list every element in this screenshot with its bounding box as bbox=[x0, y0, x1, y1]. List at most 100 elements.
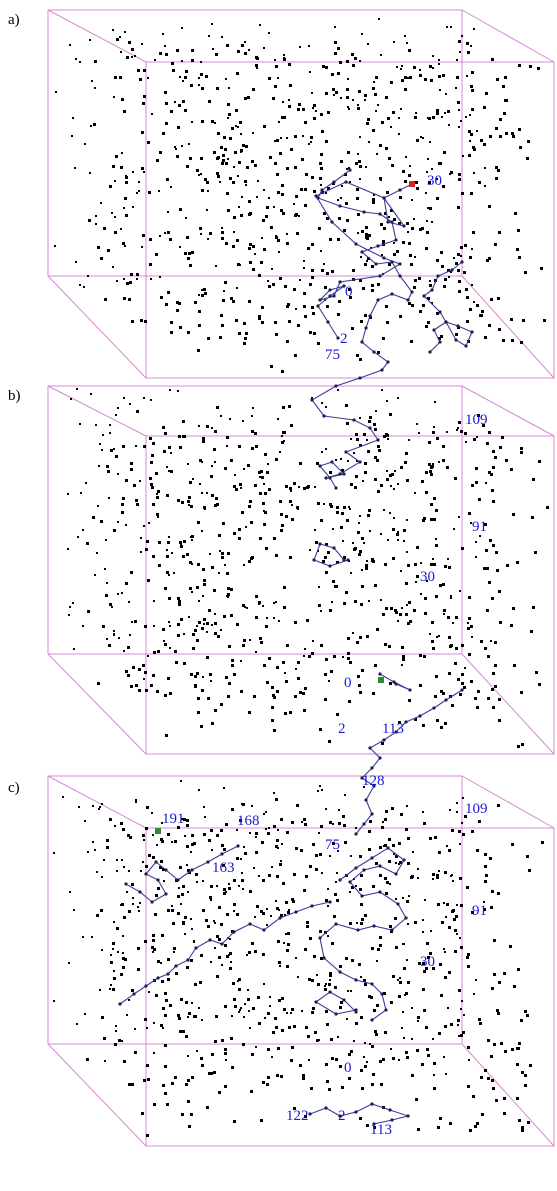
lattice-dot bbox=[271, 866, 273, 868]
lattice-dot bbox=[419, 74, 422, 77]
walk-node bbox=[174, 964, 178, 968]
lattice-dot bbox=[485, 92, 488, 95]
lattice-dot bbox=[432, 463, 434, 465]
lattice-dot bbox=[222, 154, 225, 157]
lattice-dot bbox=[228, 645, 231, 648]
lattice-dot bbox=[79, 61, 81, 63]
lattice-dot bbox=[494, 641, 497, 644]
lattice-dot bbox=[126, 1014, 128, 1016]
lattice-dot bbox=[364, 94, 367, 97]
lattice-dot bbox=[284, 712, 287, 715]
lattice-dot bbox=[249, 639, 251, 641]
lattice-dot bbox=[372, 1073, 375, 1076]
lattice-dot bbox=[384, 212, 387, 215]
lattice-dot bbox=[407, 77, 409, 79]
lattice-dot bbox=[120, 973, 123, 976]
lattice-dot bbox=[425, 967, 428, 970]
lattice-dot bbox=[414, 279, 417, 282]
lattice-dot bbox=[299, 279, 301, 281]
lattice-dot bbox=[303, 260, 305, 262]
lattice-dot bbox=[276, 875, 279, 878]
lattice-dot bbox=[178, 104, 181, 107]
lattice-dot bbox=[304, 1115, 307, 1118]
lattice-dot bbox=[297, 324, 300, 327]
node-label: 2 bbox=[338, 1108, 346, 1124]
lattice-dot bbox=[144, 320, 147, 323]
lattice-dot bbox=[179, 326, 182, 329]
lattice-dot bbox=[168, 621, 170, 623]
lattice-dot bbox=[357, 675, 360, 678]
walk-node bbox=[322, 956, 326, 960]
lattice-dot bbox=[483, 908, 486, 911]
walk-marker bbox=[155, 828, 161, 834]
lattice-dot bbox=[237, 263, 240, 266]
lattice-dot bbox=[229, 938, 231, 940]
lattice-dot bbox=[198, 1007, 200, 1009]
lattice-dot bbox=[421, 1063, 424, 1066]
lattice-dot bbox=[460, 1008, 462, 1010]
lattice-dot bbox=[310, 1087, 313, 1090]
lattice-dot bbox=[476, 1122, 479, 1125]
lattice-dot bbox=[329, 979, 331, 981]
lattice-dot bbox=[388, 157, 391, 160]
lattice-dot bbox=[418, 277, 421, 280]
walk-node bbox=[176, 878, 180, 882]
lattice-dot bbox=[438, 75, 441, 78]
lattice-dot bbox=[470, 85, 473, 88]
lattice-dot bbox=[392, 844, 395, 847]
lattice-dot bbox=[127, 834, 130, 837]
lattice-dot bbox=[398, 222, 401, 225]
lattice-dot bbox=[190, 1113, 193, 1116]
lattice-dot bbox=[232, 982, 235, 985]
walk-node bbox=[438, 340, 442, 344]
lattice-dot bbox=[390, 607, 393, 610]
lattice-dot bbox=[432, 647, 435, 650]
lattice-dot bbox=[204, 178, 207, 181]
lattice-dot bbox=[427, 158, 429, 160]
lattice-dot bbox=[112, 988, 115, 991]
lattice-dot bbox=[141, 1112, 144, 1115]
lattice-dot bbox=[184, 252, 187, 255]
lattice-dot bbox=[191, 539, 193, 541]
lattice-dot bbox=[129, 281, 132, 284]
lattice-dot bbox=[291, 518, 294, 521]
lattice-dot bbox=[328, 983, 331, 986]
lattice-dot bbox=[163, 450, 166, 453]
lattice-dot bbox=[312, 107, 314, 109]
lattice-dot bbox=[273, 537, 276, 540]
lattice-dot bbox=[450, 597, 452, 599]
walk-node bbox=[432, 706, 436, 710]
lattice-dot bbox=[213, 920, 215, 922]
lattice-dot bbox=[320, 957, 323, 960]
lattice-dot bbox=[411, 1074, 414, 1077]
lattice-dot bbox=[336, 506, 339, 509]
lattice-dot bbox=[334, 26, 336, 28]
lattice-dot bbox=[285, 515, 288, 518]
lattice-dot bbox=[236, 72, 239, 75]
lattice-dot bbox=[148, 991, 150, 993]
walk-node bbox=[390, 220, 394, 224]
lattice-dot bbox=[281, 1030, 283, 1032]
lattice-dot bbox=[208, 100, 211, 103]
lattice-dot bbox=[110, 449, 113, 452]
lattice-dot bbox=[254, 253, 256, 255]
lattice-dot bbox=[385, 96, 388, 99]
lattice-dot bbox=[103, 227, 106, 230]
lattice-dot bbox=[280, 209, 283, 212]
lattice-dot bbox=[273, 602, 275, 604]
lattice-dot bbox=[198, 77, 200, 79]
lattice-dot bbox=[320, 184, 322, 186]
lattice-dot bbox=[324, 556, 327, 559]
lattice-dot bbox=[452, 880, 454, 882]
lattice-dot bbox=[171, 1082, 174, 1085]
lattice-dot bbox=[170, 331, 173, 334]
lattice-dot bbox=[267, 1076, 270, 1079]
lattice-dot bbox=[241, 44, 244, 47]
lattice-dot bbox=[248, 200, 251, 203]
lattice-dot bbox=[529, 1064, 532, 1067]
lattice-dot bbox=[481, 310, 484, 313]
lattice-dot bbox=[321, 402, 323, 404]
lattice-dot bbox=[260, 261, 263, 264]
lattice-dot bbox=[149, 437, 152, 440]
lattice-dot bbox=[431, 168, 433, 170]
